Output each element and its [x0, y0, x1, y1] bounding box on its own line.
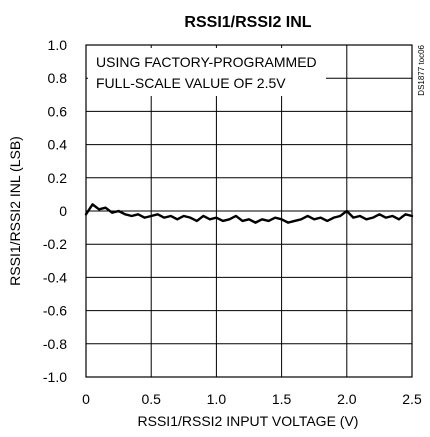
- x-tick-label: 2.5: [402, 391, 422, 407]
- y-tick-label: 1.0: [48, 37, 68, 53]
- x-tick-label: 1.5: [272, 391, 292, 407]
- annotation-background: [88, 48, 326, 96]
- x-tick-label: 0: [82, 391, 90, 407]
- figure-code: DS1877 toc06: [417, 44, 426, 95]
- x-axis-label: RSSI1/RSSI2 INPUT VOLTAGE (V): [138, 413, 359, 429]
- x-axis-ticks: 0 0.5 1.0 1.5 2.0 2.5: [82, 391, 422, 407]
- y-tick-label: -0.6: [43, 303, 67, 319]
- inl-series-line: [84, 203, 414, 224]
- y-tick-label: -0.4: [43, 269, 67, 285]
- x-tick-label: 2.0: [337, 391, 357, 407]
- plot-frame: [85, 44, 413, 378]
- y-tick-label: 0.6: [48, 103, 68, 119]
- annotation-line-2: FULL-SCALE VALUE OF 2.5V: [96, 75, 286, 91]
- y-tick-label: -0.8: [43, 336, 67, 352]
- y-tick-label: 0.8: [48, 70, 68, 86]
- y-tick-label: -0.2: [43, 236, 67, 252]
- y-tick-label: 0.2: [48, 170, 68, 186]
- y-axis-label: RSSI1/RSSI2 INL (LSB): [7, 136, 23, 286]
- y-tick-label: 0: [59, 203, 67, 219]
- series-layer: [84, 203, 414, 224]
- chart-title: RSSI1/RSSI2 INL: [184, 14, 311, 31]
- x-tick-label: 0.5: [141, 391, 161, 407]
- annotation-box: USING FACTORY-PROGRAMMED FULL-SCALE VALU…: [88, 48, 326, 96]
- y-tick-label: 0.4: [48, 137, 68, 153]
- y-axis-ticks: 1.0 0.8 0.6 0.4 0.2 0 -0.2 -0.4 -0.6 -0.8 -1.0: [43, 37, 67, 385]
- x-tick-label: 1.0: [207, 391, 227, 407]
- annotation-line-1: USING FACTORY-PROGRAMMED: [96, 54, 317, 70]
- y-tick-label: -1.0: [43, 369, 67, 385]
